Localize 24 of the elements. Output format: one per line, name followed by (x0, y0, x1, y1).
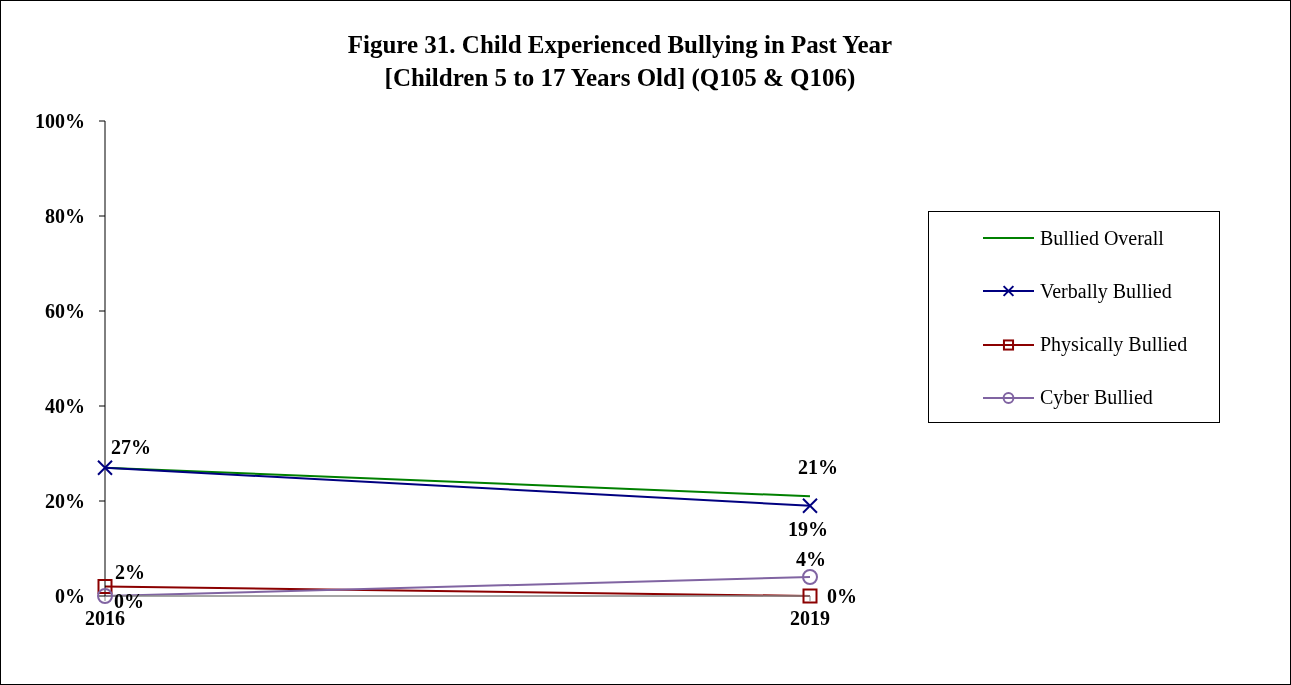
data-label: 2% (115, 560, 145, 583)
point (97, 579, 113, 594)
y-tick-label: 60% (45, 300, 85, 323)
legend-label: Physically Bullied (1040, 333, 1188, 357)
data-label: 19% (788, 517, 828, 540)
point (802, 588, 818, 604)
data-label: 21% (798, 456, 838, 479)
point (802, 497, 818, 514)
legend-label: Cyber Bullied (1040, 386, 1153, 410)
legend-label: Bullied Overall (1040, 226, 1164, 250)
chart-title: Figure 31. Child Experienced Bullying in Past Year [Children 5 to 17 Years Old] (Q105 & Q106) (346, 30, 894, 94)
point (802, 569, 818, 585)
legend-label: Verbally Bullied (1040, 279, 1172, 303)
data-label: 0% (827, 585, 857, 607)
y-tick-label: 100% (35, 110, 85, 133)
data-label: 4% (796, 548, 826, 570)
point (97, 588, 113, 604)
y-tick-label: 0% (55, 585, 85, 608)
data-label: 27% (111, 435, 151, 458)
y-tick-label: 20% (45, 490, 85, 513)
y-tick-label: 80% (45, 205, 85, 228)
x-tick-label: 2019 (790, 607, 830, 630)
point (97, 459, 113, 476)
y-tick-label: 40% (45, 395, 85, 418)
